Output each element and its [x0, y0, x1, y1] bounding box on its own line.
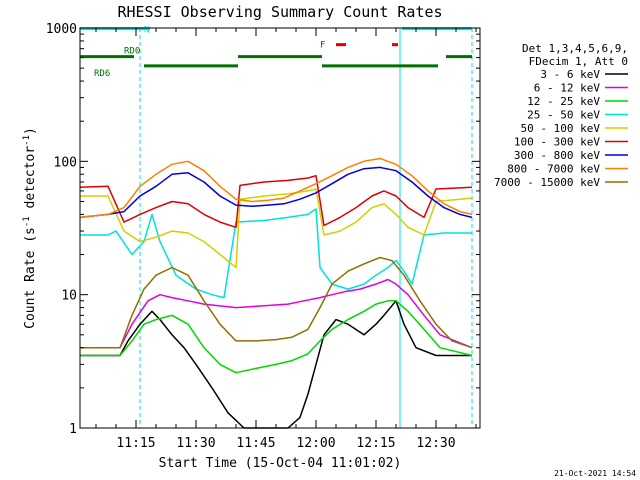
legend-entry-label: 7000 - 15000 keV: [494, 176, 600, 189]
night-label: N: [144, 26, 149, 36]
rd6-label: RD6: [94, 69, 110, 79]
legend-entry-label: 800 - 7000 keV: [507, 163, 600, 176]
chart-title: RHESSI Observing Summary Count Rates: [117, 3, 442, 21]
series-line-1: [80, 300, 472, 429]
series-line-5: [80, 188, 473, 269]
x-tick-label: 12:15: [356, 436, 395, 451]
series-line-4: [80, 208, 472, 299]
y-axis-label: Count Rate (s-1 detector-1): [22, 127, 38, 329]
series-line-8: [79, 157, 473, 219]
x-tick-label: 11:15: [116, 436, 155, 451]
legend-entry-label: 300 - 800 keV: [514, 149, 600, 162]
series-line-2: [80, 278, 473, 349]
legend-entry-label: 100 - 300 keV: [514, 136, 600, 149]
y-tick-label: 1: [69, 422, 77, 437]
x-axis-label: Start Time (15-Oct-04 11:01:02): [159, 456, 402, 471]
series-line-3: [80, 300, 473, 374]
plot-frame: [79, 27, 481, 429]
x-axis: 11:15 11:30 11:45 12:00 12:15 12:30: [95, 28, 477, 451]
legend-entry-label: 3 - 6 keV: [540, 68, 600, 81]
x-tick-label: 11:30: [176, 436, 215, 451]
legend: Det 1,3,4,5,6,9,FDecim 1, Att 03 - 6 keV…: [494, 42, 628, 189]
x-tick-label: 12:00: [296, 436, 335, 451]
legend-entry-label: 6 - 12 keV: [534, 82, 601, 95]
legend-header: Det 1,3,4,5,6,9,: [522, 42, 628, 55]
y-tick-label: 1000: [46, 22, 77, 37]
legend-header: FDecim 1, Att 0: [529, 55, 628, 68]
series-line-9: [80, 256, 473, 349]
plot-area: N F RD0 RD6: [79, 26, 473, 429]
x-tick-label: 12:30: [416, 436, 455, 451]
series-line-7: [79, 166, 473, 219]
legend-entry-label: 50 - 100 keV: [521, 122, 601, 135]
legend-entry-label: 12 - 25 keV: [527, 95, 600, 108]
rd0-label: RD0: [124, 47, 140, 57]
y-axis: 1 10 100 1000: [46, 22, 480, 437]
x-tick-label: 11:45: [236, 436, 275, 451]
y-tick-label: 10: [61, 289, 77, 304]
timestamp-label: 21-Oct-2021 14:54: [554, 469, 636, 478]
legend-entry-label: 25 - 50 keV: [527, 109, 600, 122]
y-tick-label: 100: [54, 155, 77, 170]
series-line-6: [79, 174, 473, 229]
flare-label: F: [320, 41, 325, 51]
